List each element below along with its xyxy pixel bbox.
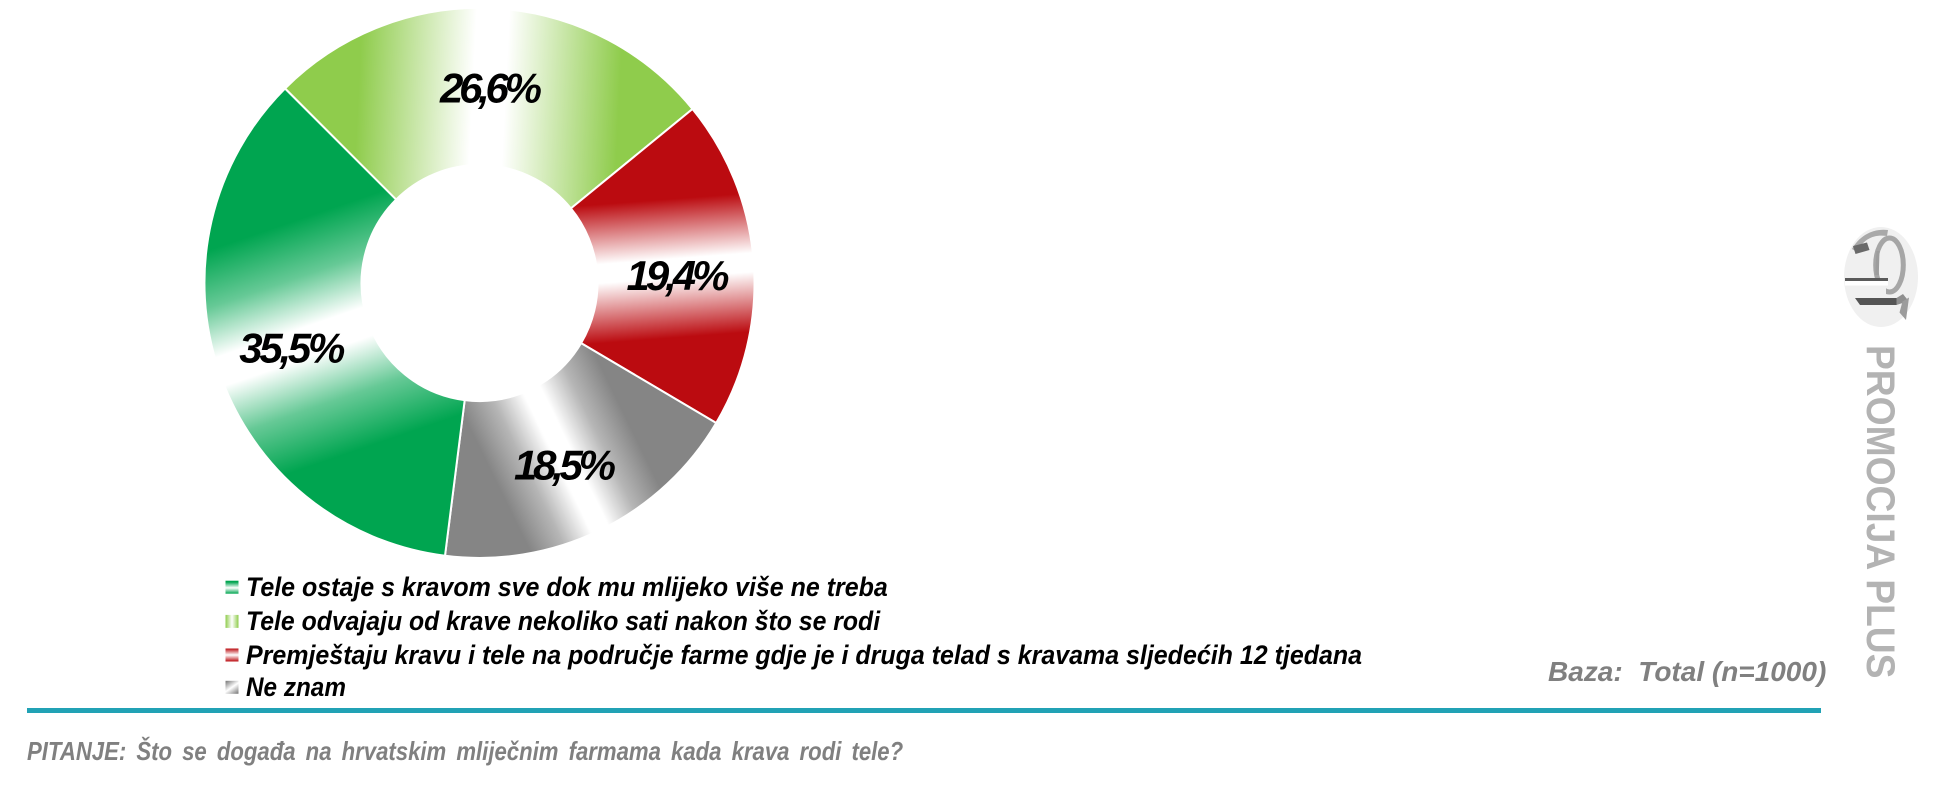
svg-text:19,4%: 19,4% xyxy=(627,252,730,299)
svg-text:18,5%: 18,5% xyxy=(514,441,616,488)
svg-text:26,6%: 26,6% xyxy=(439,65,542,112)
svg-text:35,5%: 35,5% xyxy=(239,324,345,371)
